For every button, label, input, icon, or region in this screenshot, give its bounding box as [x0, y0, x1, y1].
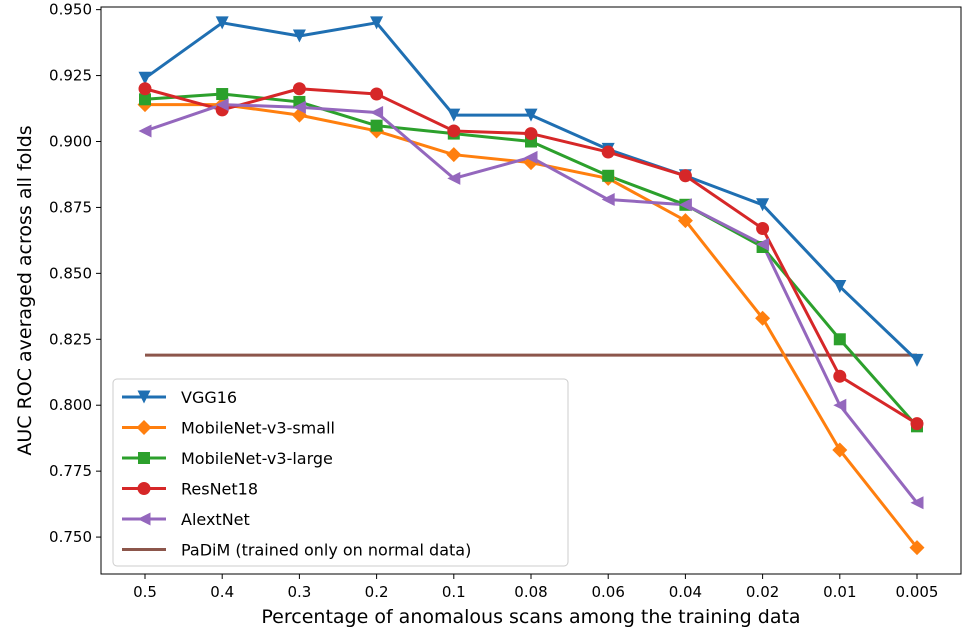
y-tick-label: 0.950	[49, 1, 92, 19]
legend-label: AlextNet	[181, 510, 250, 529]
x-tick-label: 0.3	[287, 583, 311, 601]
data-point-resnet18	[293, 82, 306, 95]
legend: VGG16 MobileNet-v3-small MobileNet-v3-larg…	[113, 379, 568, 566]
data-point-resnet18	[602, 146, 615, 159]
y-tick-label: 0.750	[49, 528, 92, 546]
data-point-mobilenet-v3-large	[834, 333, 846, 345]
x-tick-label: 0.02	[746, 583, 779, 601]
legend-label: VGG16	[181, 388, 237, 407]
data-point-resnet18	[756, 222, 769, 235]
legend-label: MobileNet-v3-small	[181, 419, 335, 438]
series-line-vgg16	[145, 23, 917, 361]
x-tick-label: 0.04	[669, 583, 702, 601]
legend-marker	[138, 482, 151, 495]
data-point-alextnet	[139, 124, 152, 137]
data-point-resnet18	[833, 370, 846, 383]
legend-marker	[138, 452, 150, 464]
legend-box	[113, 379, 568, 566]
y-tick-label: 0.800	[49, 396, 92, 414]
x-tick-label: 0.2	[365, 583, 389, 601]
legend-label: ResNet18	[181, 480, 258, 499]
data-point-mobilenet-v3-large	[371, 120, 383, 132]
data-point-resnet18	[679, 169, 692, 182]
y-tick-label: 0.875	[49, 198, 92, 216]
y-axis-ticks: 0.750 0.775 0.800 0.825 0.850 0.875 0.900 0.925…	[49, 1, 101, 546]
data-point-vgg16	[911, 354, 924, 367]
y-tick-label: 0.900	[49, 132, 92, 150]
data-point-resnet18	[447, 124, 460, 137]
x-tick-label: 0.005	[896, 583, 939, 601]
y-tick-label: 0.775	[49, 462, 92, 480]
data-point-mobilenet-v3-large	[602, 170, 614, 182]
data-point-resnet18	[525, 127, 538, 140]
x-axis-ticks: 0.5 0.4 0.3 0.2 0.1 0.08 0.06 0.04 0.02 0.01 0.005	[133, 574, 938, 601]
x-axis-title: Percentage of anomalous scans among the …	[261, 606, 800, 628]
y-tick-label: 0.925	[49, 67, 92, 85]
data-point-alextnet	[370, 106, 383, 119]
y-tick-label: 0.850	[49, 264, 92, 282]
y-tick-label: 0.825	[49, 330, 92, 348]
legend-label: MobileNet-v3-large	[181, 449, 333, 468]
x-tick-label: 0.5	[133, 583, 157, 601]
data-point-mobilenet-v3-large	[216, 88, 228, 100]
x-tick-label: 0.01	[823, 583, 856, 601]
data-point-mobilenet-v3-small	[446, 147, 461, 162]
x-tick-label: 0.08	[514, 583, 547, 601]
data-point-alextnet	[833, 399, 846, 412]
x-tick-label: 0.06	[591, 583, 624, 601]
data-point-resnet18	[139, 82, 152, 95]
data-point-alextnet	[602, 193, 615, 206]
legend-label: PaDiM (trained only on normal data)	[181, 541, 471, 560]
data-point-resnet18	[370, 88, 383, 101]
x-tick-label: 0.4	[210, 583, 234, 601]
x-tick-label: 0.1	[442, 583, 466, 601]
y-axis-title: AUC ROC averaged across all folds	[14, 125, 36, 455]
data-point-resnet18	[911, 417, 924, 430]
